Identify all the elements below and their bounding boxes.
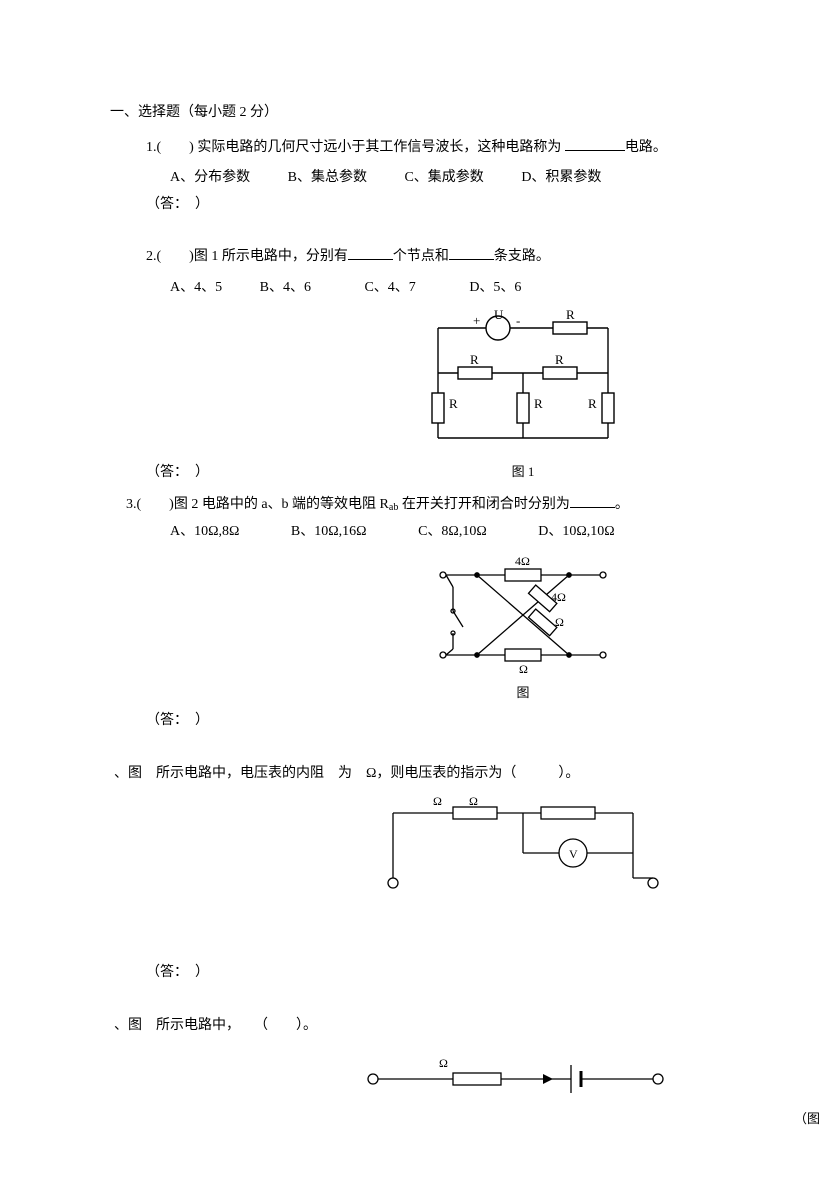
q4-caption: （图 ） (110, 905, 826, 930)
q2-fig-r5: R (534, 396, 543, 411)
q2-fig-r6: R (588, 396, 597, 411)
q3-fig-bot: Ω (519, 662, 528, 676)
q3-fig-mid: 4Ω (551, 590, 566, 604)
q2-fig-r4: R (449, 396, 458, 411)
q2-opt-b: B、4、6 (260, 275, 311, 302)
q4-stem: 、图 所示电路中，电压表的内阻 为 Ω，则电压表的指示为（ ）。 (114, 761, 826, 788)
q3-opt-c: C、8Ω,10Ω (418, 519, 487, 546)
q4-figure: Ω Ω V (110, 793, 826, 903)
q2-blank2 (449, 246, 494, 260)
q1-opt-a: A、分布参数 (170, 165, 250, 192)
q3-sub: ab (389, 502, 398, 513)
q5-figure: Ω (110, 1045, 826, 1105)
q2-figure: + - U R R R R R R (110, 308, 826, 458)
q4-fig-v: V (569, 847, 578, 861)
q5-fig-ohm: Ω (439, 1056, 448, 1070)
q3-caption: 图 (110, 681, 826, 706)
q2-stem: 2.( )图 1 所示电路中，分别有 个节点和 条支路。 (146, 244, 826, 271)
q2-fig-plus: + (473, 313, 480, 328)
q3-stem-c: 。 (615, 497, 629, 512)
q2-blank1 (348, 246, 393, 260)
section-title: 一、选择题（每小题 2 分） (110, 100, 826, 127)
q3-fig-mid2: Ω (555, 615, 564, 629)
q1-stem-pre: 1.( ) 实际电路的几何尺寸远小于其工作信号波长，这种电路称为 (146, 140, 565, 155)
q2-stem-b: 个节点和 (393, 249, 449, 264)
q5-caption: （图 ） (110, 1107, 826, 1132)
q2-options: A、4、5 B、4、6 C、4、7 D、5、6 (170, 275, 826, 302)
q1-stem: 1.( ) 实际电路的几何尺寸远小于其工作信号波长，这种电路称为 电路。 (146, 135, 826, 162)
q2-fig-r1: R (566, 308, 575, 322)
q2-opt-d: D、5、6 (469, 275, 521, 302)
q2-fig-r2: R (470, 352, 479, 367)
q3-stem: 3.( )图 2 电路中的 a、b 端的等效电阻 Rab 在开关打开和闭合时分别… (126, 492, 826, 519)
q3-opt-a: A、10Ω,8Ω (170, 519, 239, 546)
q1-opt-b: B、集总参数 (288, 165, 367, 192)
q3-fig-top: 4Ω (515, 554, 530, 568)
q4-fig-ohm2: Ω (469, 794, 478, 808)
q3-stem-a: 3.( )图 2 电路中的 a、b 端的等效电阻 R (126, 497, 389, 512)
q2-caption: 图 1 (110, 460, 826, 485)
q2-fig-u: U (494, 308, 504, 322)
q3-opt-b: B、10Ω,16Ω (291, 519, 367, 546)
q3-blank (570, 494, 615, 508)
q3-opt-d: D、10Ω,10Ω (538, 519, 614, 546)
q1-opt-d: D、积累参数 (521, 165, 601, 192)
q3-answer: （答： ） (146, 708, 826, 735)
q1-options: A、分布参数 B、集总参数 C、集成参数 D、积累参数 (170, 165, 826, 192)
q3-options: A、10Ω,8Ω B、10Ω,16Ω C、8Ω,10Ω D、10Ω,10Ω (170, 519, 826, 546)
q1-opt-c: C、集成参数 (404, 165, 483, 192)
q1-blank (565, 136, 625, 150)
q2-stem-a: 2.( )图 1 所示电路中，分别有 (146, 249, 348, 264)
q3-figure: 4Ω 4Ω Ω Ω 图 (110, 551, 826, 706)
q2-fig-r3: R (555, 352, 564, 367)
q1-answer: （答： ） (146, 192, 826, 219)
q4-answer: （答： ） (146, 960, 826, 987)
q5-stem: 、图 所示电路中， （ ）。 (114, 1013, 826, 1040)
q2-opt-c: C、4、7 (364, 275, 415, 302)
q2-opt-a: A、4、5 (170, 275, 222, 302)
q3-stem-b: 在开关打开和闭合时分别为 (398, 497, 570, 512)
q4-fig-ohm1: Ω (433, 794, 442, 808)
q1-stem-post: 电路。 (625, 140, 667, 155)
q2-stem-c: 条支路。 (494, 249, 550, 264)
q2-fig-minus: - (516, 313, 520, 328)
